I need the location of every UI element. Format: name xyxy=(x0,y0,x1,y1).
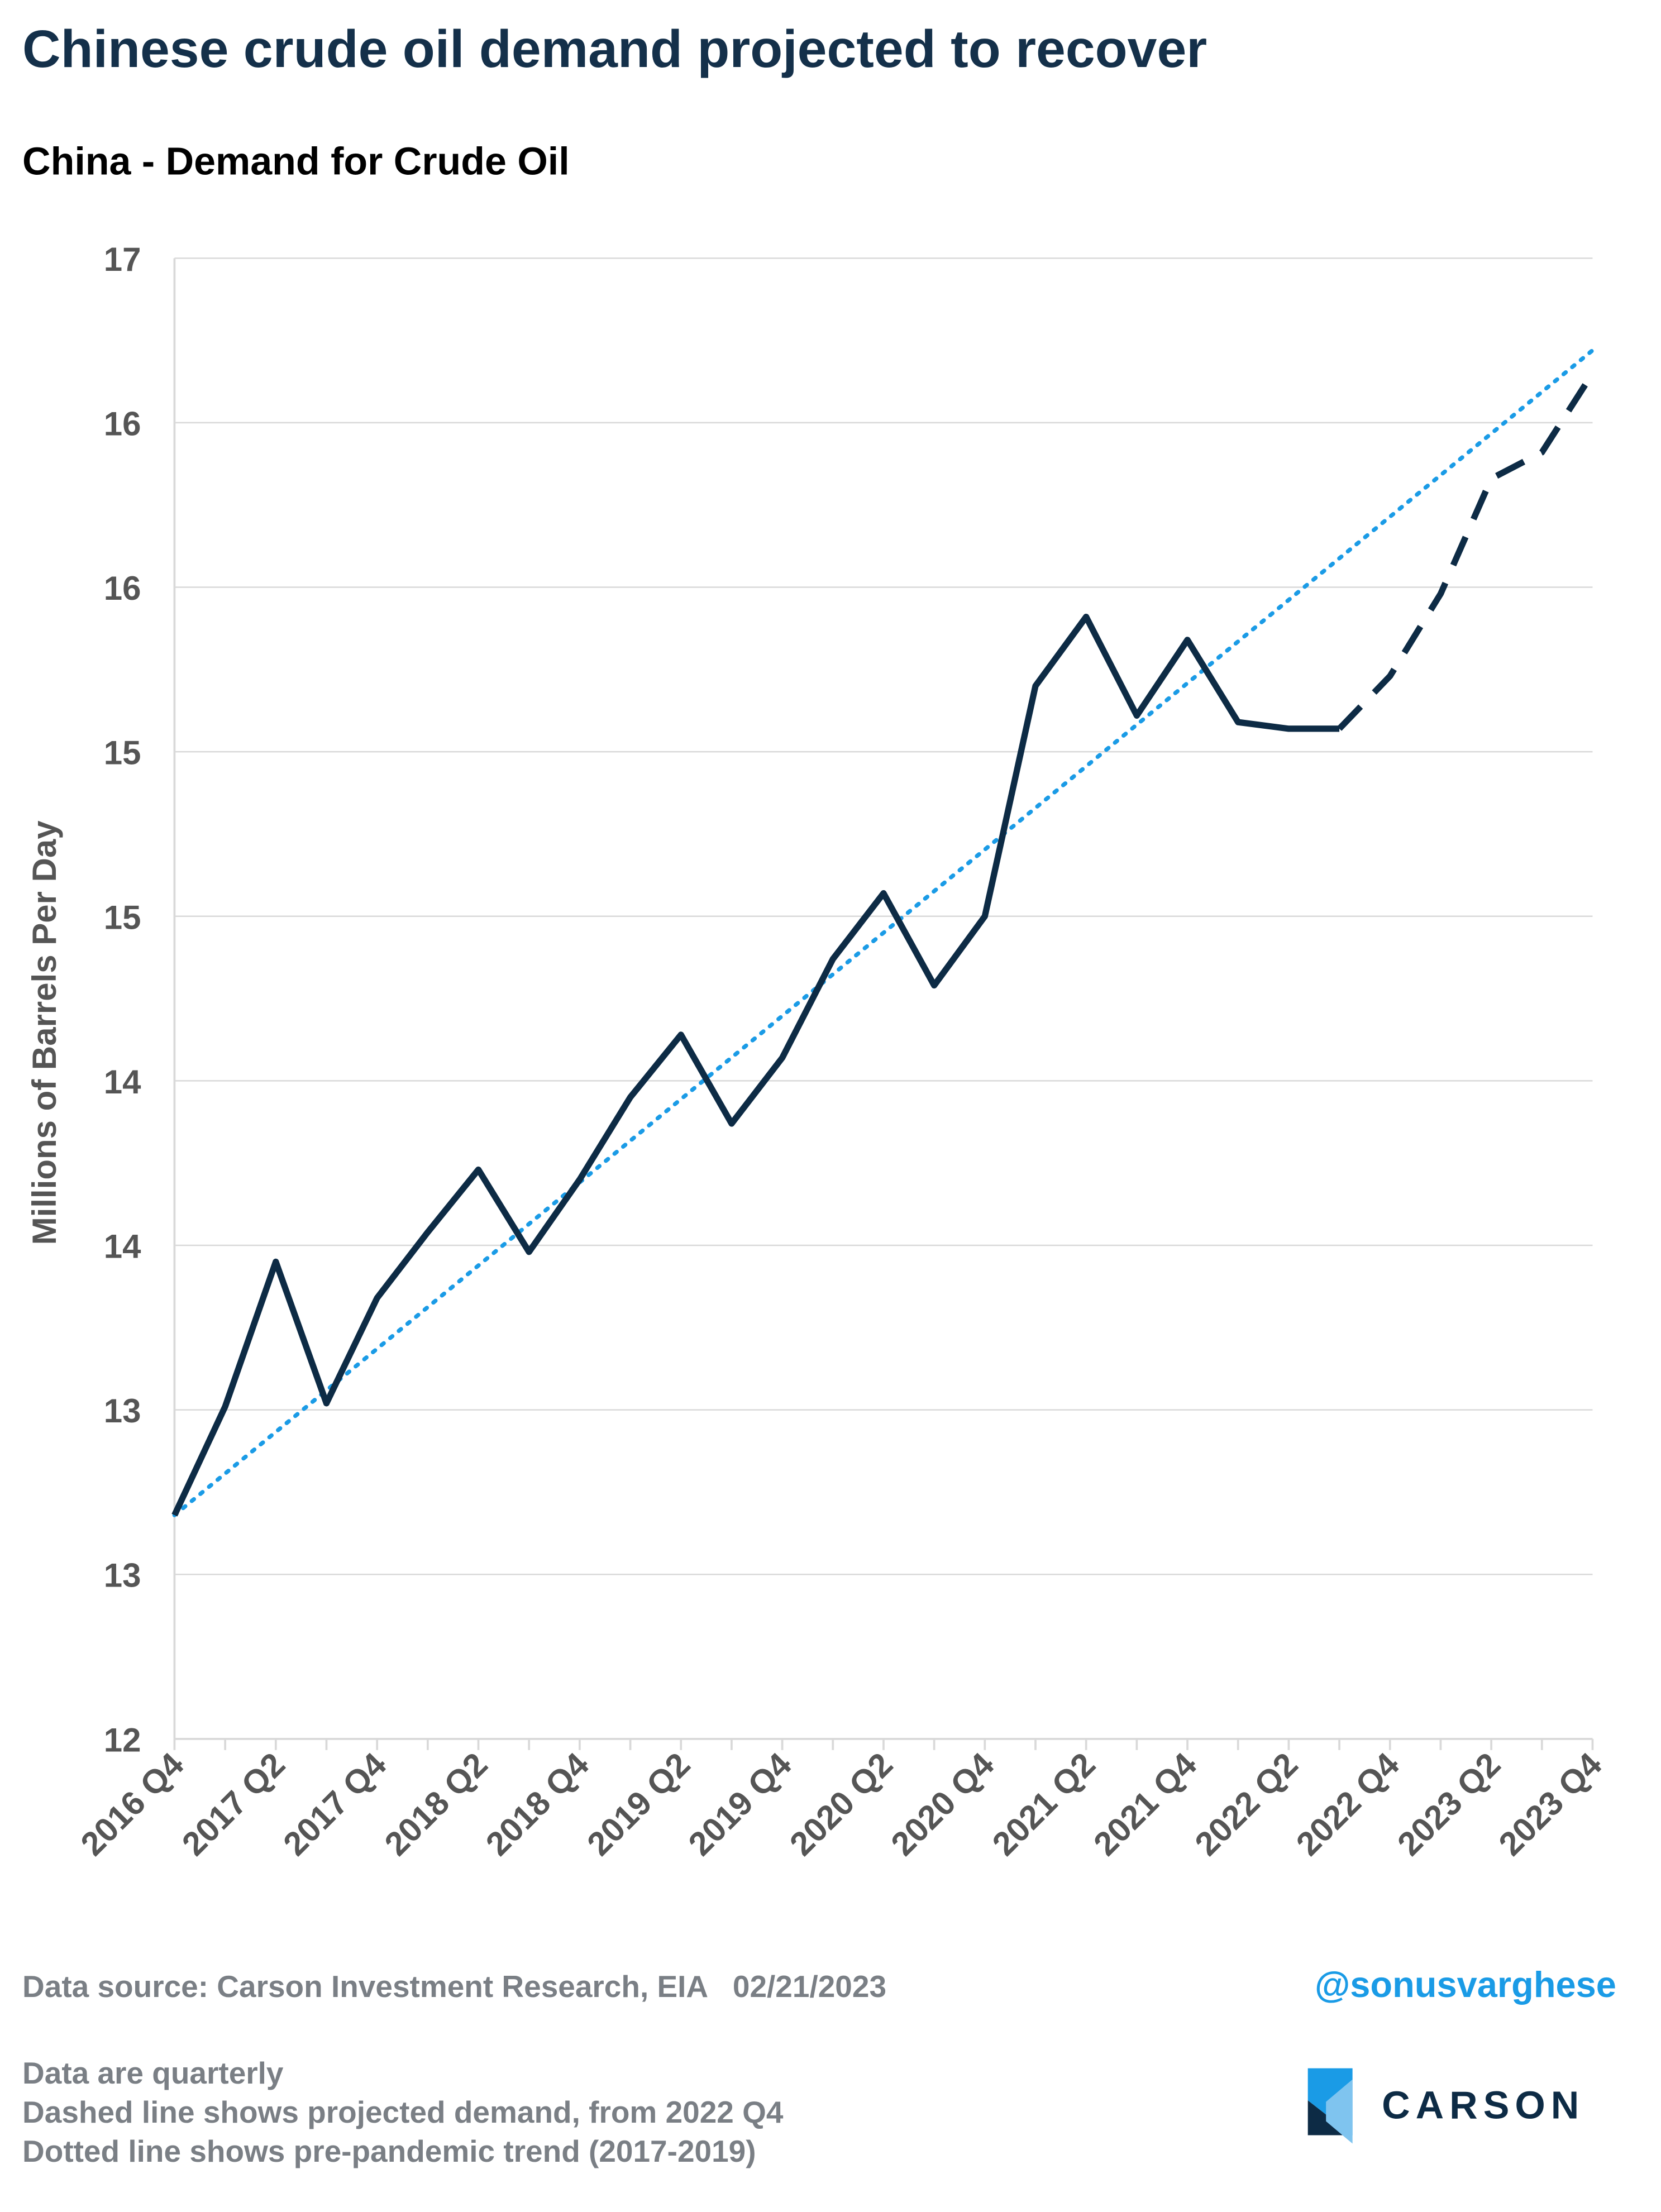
y-tick-label: 15 xyxy=(104,899,141,936)
y-tick-label: 17 xyxy=(104,241,141,278)
series-line xyxy=(1337,371,1596,731)
logo-icon xyxy=(1307,2068,1353,2144)
note: Dashed line shows projected demand, from… xyxy=(22,2095,784,2129)
source: Data source: Carson Investment Research,… xyxy=(22,1969,886,2004)
y-tick-label: 13 xyxy=(104,1557,141,1594)
trend-line xyxy=(172,348,1595,1517)
y-tick-label: 16 xyxy=(104,405,141,442)
chart-subtitle: China - Demand for Crude Oil xyxy=(22,139,570,183)
note: Data are quarterly xyxy=(22,2056,284,2090)
y-tick-label: 12 xyxy=(104,1721,141,1759)
y-tick-label: 16 xyxy=(104,570,141,607)
chart-title: Chinese crude oil demand projected to re… xyxy=(22,20,1207,79)
handle: @sonusvarghese xyxy=(1315,1964,1616,2005)
note: Dotted line shows pre-pandemic trend (20… xyxy=(22,2134,756,2168)
y-tick-label: 14 xyxy=(104,1227,141,1265)
series-line xyxy=(171,613,1340,1517)
y-tick-label: 13 xyxy=(104,1392,141,1430)
y-tick-label: 14 xyxy=(104,1063,141,1101)
y-tick-label: 15 xyxy=(104,734,141,772)
y-axis-label: Millions of Barrels Per Day xyxy=(26,820,63,1245)
logo-text: CARSON xyxy=(1382,2084,1584,2127)
